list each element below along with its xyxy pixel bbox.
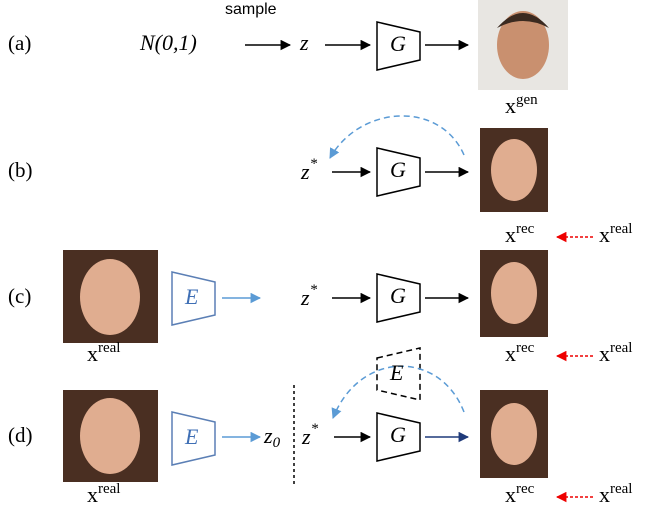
- text-part: x: [505, 482, 516, 507]
- diagram: (a) sample N(0,1) z G xgen (b) z* G xrec…: [0, 0, 667, 517]
- text-part: real: [610, 481, 632, 497]
- row-label: (c): [8, 284, 31, 308]
- text-part: z: [301, 424, 311, 449]
- output: xgen: [505, 92, 538, 118]
- text-part: z: [263, 423, 273, 448]
- latent: z*: [300, 156, 318, 184]
- text-part: gen: [516, 92, 538, 108]
- text-part: x: [505, 93, 516, 118]
- text-part: z: [300, 285, 310, 310]
- dashed-encoder: E: [389, 360, 404, 385]
- input: xreal: [87, 481, 120, 507]
- text-part: rec: [516, 481, 535, 497]
- text-part: x: [87, 341, 98, 366]
- output: xrec: [505, 221, 535, 247]
- target: xreal: [599, 481, 632, 507]
- sample-label: sample: [225, 1, 277, 18]
- target: xreal: [599, 221, 632, 247]
- text-part: *: [310, 156, 318, 172]
- text-part: real: [98, 481, 120, 497]
- target: xreal: [599, 340, 632, 366]
- latent: z*: [301, 421, 319, 449]
- row-label: (a): [8, 31, 31, 55]
- input: xreal: [87, 340, 120, 366]
- encoder: E: [184, 284, 199, 309]
- text-part: *: [311, 421, 319, 437]
- latent: z*: [300, 282, 318, 310]
- text-part: x: [599, 341, 610, 366]
- text-part: x: [505, 341, 516, 366]
- text-part: real: [610, 221, 632, 237]
- text-part: real: [98, 340, 120, 356]
- text-part: rec: [516, 221, 535, 237]
- output: xrec: [505, 481, 535, 507]
- text-part: z: [300, 159, 310, 184]
- row-label: (d): [8, 423, 33, 447]
- row-label: (b): [8, 158, 33, 182]
- text-part: x: [599, 482, 610, 507]
- output: xrec: [505, 340, 535, 366]
- text-part: real: [610, 340, 632, 356]
- init-latent: z0: [263, 423, 281, 451]
- text-part: x: [87, 482, 98, 507]
- encoder: E: [184, 424, 199, 449]
- text-part: x: [505, 222, 516, 247]
- generator: G: [390, 283, 406, 308]
- text-part: rec: [516, 340, 535, 356]
- generator: G: [390, 157, 406, 182]
- faces: [63, 0, 568, 482]
- text-part: x: [599, 222, 610, 247]
- text-part: 0: [273, 435, 281, 451]
- text-part: *: [310, 282, 318, 298]
- source: N(0,1): [139, 30, 197, 55]
- generator: G: [390, 422, 406, 447]
- generator: G: [390, 31, 406, 56]
- latent: z: [299, 30, 309, 55]
